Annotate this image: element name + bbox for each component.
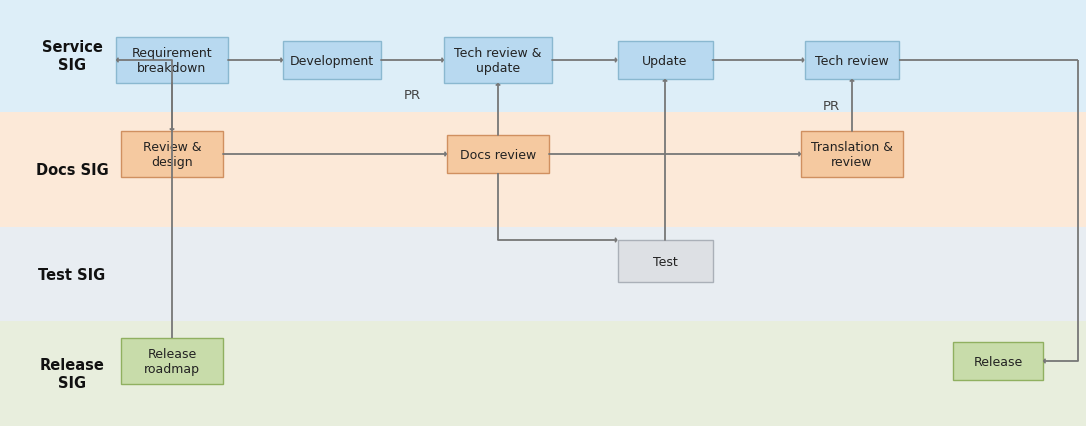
Text: Update: Update	[642, 55, 687, 67]
Text: Test: Test	[653, 255, 678, 268]
FancyBboxPatch shape	[121, 338, 223, 384]
Text: Release
roadmap: Release roadmap	[144, 347, 200, 375]
Text: Service
SIG: Service SIG	[41, 40, 102, 72]
FancyBboxPatch shape	[116, 38, 228, 84]
Text: Development: Development	[290, 55, 374, 67]
Text: Release
SIG: Release SIG	[39, 358, 104, 390]
FancyBboxPatch shape	[121, 132, 223, 178]
Text: Translation &
review: Translation & review	[811, 141, 893, 169]
Bar	[0, 113, 1086, 228]
Text: Release: Release	[973, 355, 1023, 368]
FancyBboxPatch shape	[447, 136, 550, 173]
FancyBboxPatch shape	[954, 342, 1043, 380]
FancyBboxPatch shape	[801, 132, 902, 178]
Text: PR: PR	[404, 89, 421, 102]
Text: Tech review &
update: Tech review & update	[454, 47, 542, 75]
FancyBboxPatch shape	[283, 42, 381, 80]
Bar	[0, 322, 1086, 426]
Text: Test SIG: Test SIG	[38, 267, 105, 282]
FancyBboxPatch shape	[618, 42, 712, 80]
Bar	[0, 0, 1086, 113]
Bar	[0, 228, 1086, 322]
FancyBboxPatch shape	[805, 42, 899, 80]
Text: Requirement
breakdown: Requirement breakdown	[131, 47, 212, 75]
Text: Review &
design: Review & design	[142, 141, 201, 169]
FancyBboxPatch shape	[618, 240, 712, 282]
Text: PR: PR	[823, 99, 839, 112]
Text: Docs review: Docs review	[459, 148, 536, 161]
Text: Docs SIG: Docs SIG	[36, 163, 109, 178]
FancyBboxPatch shape	[444, 38, 552, 84]
Text: Tech review: Tech review	[816, 55, 888, 67]
